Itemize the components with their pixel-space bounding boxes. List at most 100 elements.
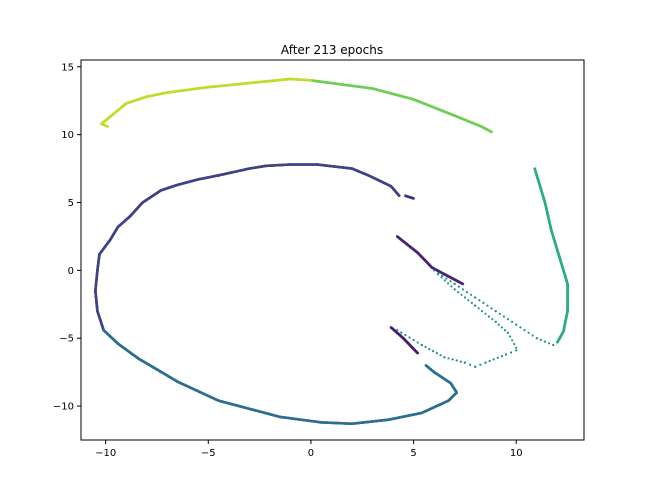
data-point	[432, 350, 435, 353]
data-point	[453, 282, 456, 285]
data-point	[437, 273, 440, 276]
data-point	[408, 336, 411, 339]
point-series-4	[102, 328, 459, 426]
data-point	[527, 331, 530, 334]
data-point	[447, 357, 450, 360]
y-tick-label: −10	[53, 402, 74, 413]
data-point	[416, 351, 420, 355]
data-point	[463, 296, 466, 299]
data-point	[491, 318, 494, 321]
data-point	[500, 326, 503, 329]
data-point	[457, 285, 460, 288]
x-axis: −10 −5 0 5 10	[95, 440, 523, 459]
point-series-9	[309, 79, 493, 134]
data-point	[453, 288, 456, 291]
data-point	[416, 341, 419, 344]
data-point	[447, 282, 450, 285]
y-tick-label: 10	[61, 130, 74, 141]
data-point	[479, 363, 482, 366]
data-point	[450, 285, 453, 288]
data-point	[523, 329, 526, 332]
data-point	[459, 360, 462, 363]
data-point	[404, 194, 407, 197]
data-point	[486, 304, 489, 307]
y-tick-label: 0	[68, 266, 74, 277]
data-point	[502, 315, 505, 318]
data-point	[424, 364, 428, 367]
data-point	[420, 343, 423, 347]
data-point	[496, 356, 499, 359]
point-series-10	[100, 77, 313, 128]
data-point	[463, 361, 466, 364]
data-point	[478, 299, 481, 302]
point-series-2	[404, 194, 415, 200]
data-point	[480, 310, 484, 313]
data-point	[435, 352, 438, 355]
data-point	[474, 365, 477, 368]
data-point	[535, 337, 538, 340]
data-point	[461, 282, 465, 286]
data-point	[543, 340, 547, 343]
data-point	[533, 167, 536, 170]
data-point	[440, 276, 443, 279]
data-point	[515, 346, 518, 349]
chart-title: After 213 epochs	[281, 43, 383, 57]
point-series-8	[533, 167, 569, 344]
data-point	[461, 288, 464, 291]
data-point	[515, 349, 518, 352]
y-tick-label: 5	[68, 198, 74, 209]
point-series-5	[396, 329, 518, 368]
data-point	[504, 353, 508, 356]
data-point	[443, 356, 446, 359]
data-point	[552, 343, 555, 347]
data-point	[470, 293, 473, 296]
data-point	[439, 354, 442, 357]
data-point	[506, 331, 510, 334]
data-point	[457, 291, 460, 294]
data-point	[404, 333, 407, 337]
x-tick-label: −5	[201, 448, 216, 459]
point-series-1	[395, 235, 465, 286]
data-point	[490, 307, 493, 310]
data-point	[467, 299, 470, 302]
data-point	[477, 307, 480, 310]
data-point	[470, 301, 473, 304]
y-tick-label: 15	[61, 62, 74, 73]
data-point	[494, 310, 497, 313]
data-point	[474, 296, 477, 299]
data-point	[492, 358, 495, 361]
data-point	[424, 345, 427, 349]
data-point	[488, 359, 491, 363]
data-point	[515, 323, 518, 326]
data-point	[469, 363, 472, 366]
data-point	[484, 312, 487, 315]
point-series-3	[94, 163, 401, 332]
data-point	[443, 279, 446, 282]
data-point	[548, 342, 551, 345]
y-tick-label: −5	[59, 334, 74, 345]
data-point	[433, 269, 436, 272]
x-tick-label: 0	[308, 448, 314, 459]
y-axis: −10 −5 0 5 10 15	[53, 62, 81, 413]
data-point	[396, 329, 399, 332]
x-tick-label: 10	[510, 448, 523, 459]
data-point	[460, 293, 463, 296]
x-tick-label: −10	[95, 448, 116, 459]
data-point	[506, 318, 510, 321]
data-point	[510, 351, 513, 354]
data-point	[503, 329, 507, 332]
data-point	[451, 358, 454, 361]
data-point	[400, 331, 403, 334]
data-point	[494, 320, 497, 323]
data-point	[510, 320, 514, 323]
data-point	[498, 312, 501, 315]
data-point	[531, 334, 534, 337]
data-point	[428, 348, 431, 351]
data-point	[539, 338, 543, 341]
data-point	[513, 342, 516, 346]
data-point	[484, 361, 487, 364]
plot-frame	[80, 59, 585, 441]
data-point	[412, 338, 415, 342]
point-series-7	[437, 273, 518, 349]
